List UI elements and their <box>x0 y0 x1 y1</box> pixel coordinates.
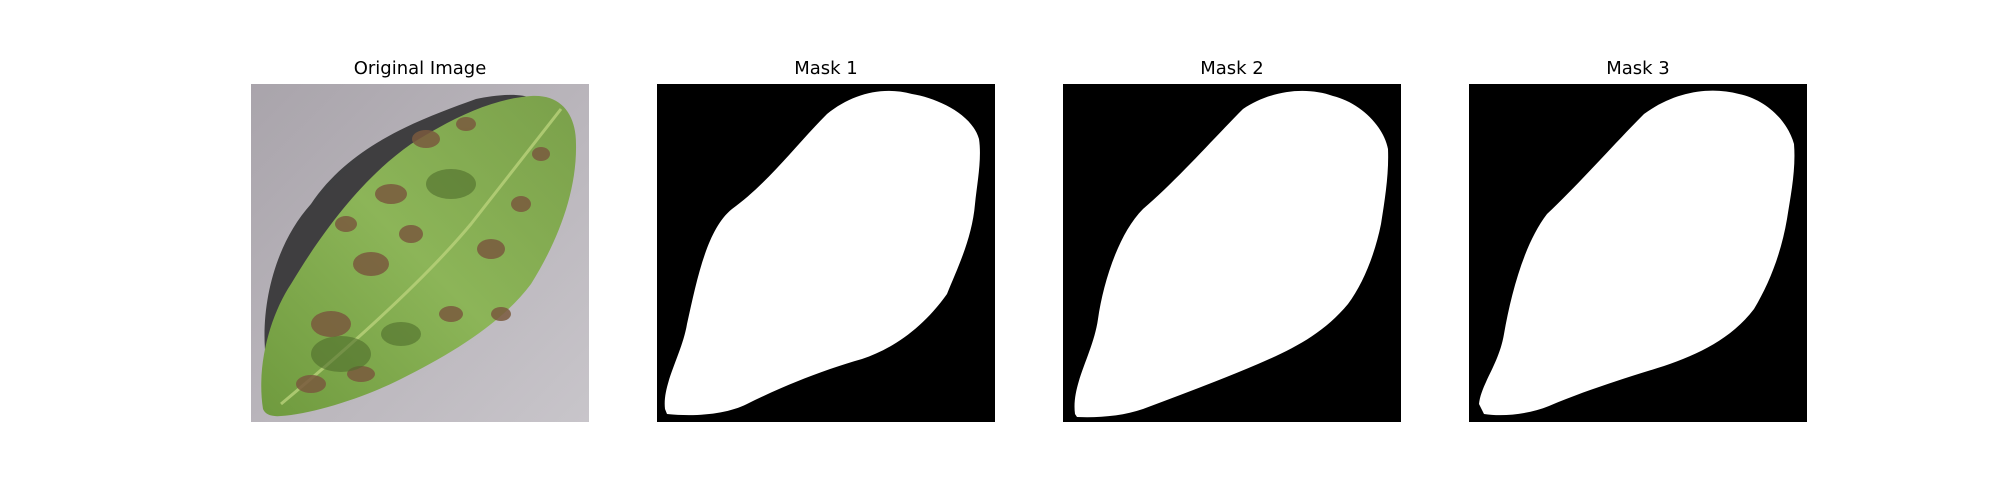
panel-original-image: Original Image <box>251 0 589 500</box>
panel-title: Mask 2 <box>1200 58 1264 79</box>
panel-title: Mask 1 <box>794 58 858 79</box>
panel-title: Mask 3 <box>1606 58 1670 79</box>
leaf-photo-svg <box>251 84 589 422</box>
panel-title: Original Image <box>353 58 487 79</box>
mask-1-svg <box>657 84 995 422</box>
mask-2-svg <box>1063 84 1401 422</box>
panel-mask-2: Mask 2 <box>1063 0 1401 500</box>
leaf-lesions <box>296 117 550 393</box>
mask-3-svg <box>1469 84 1807 422</box>
mask-region <box>664 90 980 416</box>
original-leaf-photo <box>251 84 589 422</box>
mask-3-image <box>1469 84 1807 422</box>
mask-1-image <box>657 84 995 422</box>
leaf-dark-patches <box>311 169 476 372</box>
panel-mask-3: Mask 3 <box>1469 0 1807 500</box>
mask-region <box>1479 90 1795 416</box>
mask-2-image <box>1063 84 1401 422</box>
mask-region <box>1074 90 1389 418</box>
panel-mask-1: Mask 1 <box>657 0 995 500</box>
